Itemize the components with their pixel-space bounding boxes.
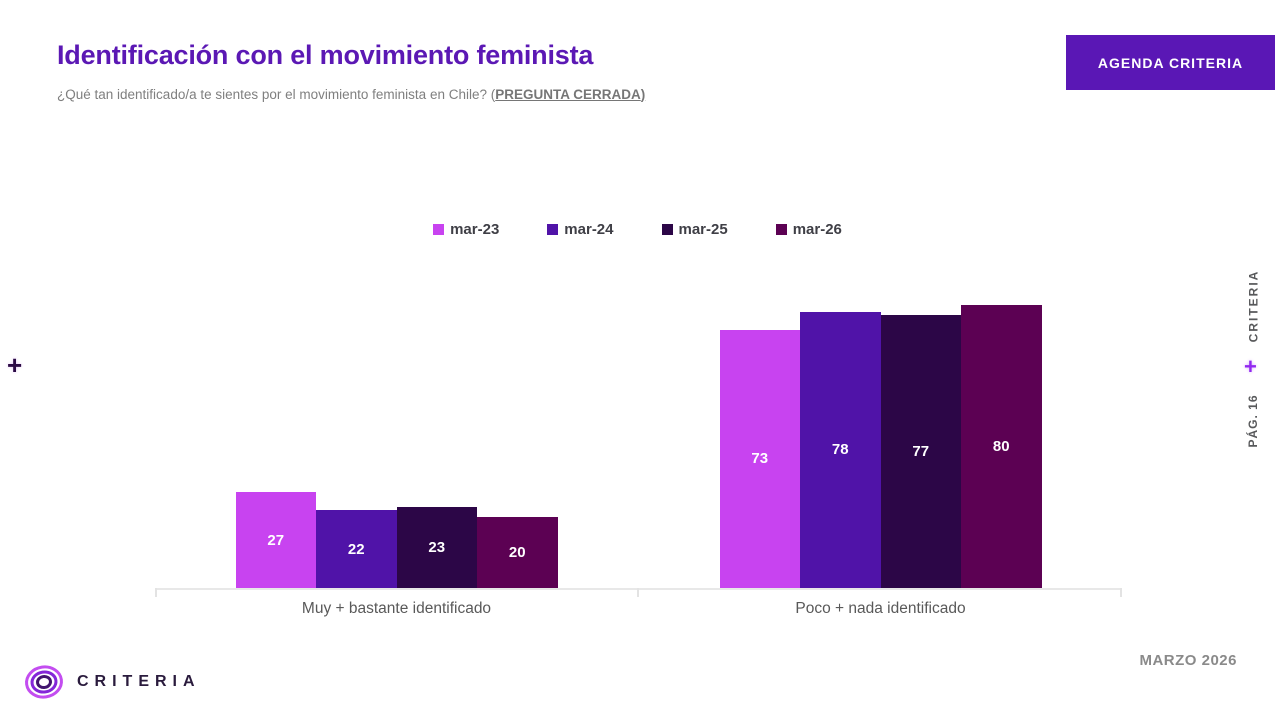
date-stamp: MARZO 2026: [1139, 652, 1237, 669]
bar-value-label: 20: [508, 544, 526, 562]
closed-question-tag: PREGUNTA CERRADA: [495, 87, 641, 102]
bar-mar23-muy: 27: [235, 492, 316, 588]
page-title: Identificación con el movimiento feminis…: [57, 40, 594, 70]
criteria-logo: CRITERIA: [24, 664, 201, 700]
decorative-plus-right-icon: +: [1244, 354, 1257, 379]
bar-value-label: 78: [831, 441, 849, 459]
bar-mar25-poco: 77: [880, 315, 961, 588]
legend-label: mar-25: [678, 221, 728, 238]
page-number-label: PÁG. 16: [1246, 394, 1260, 448]
axis-tick-right: [1120, 588, 1122, 597]
chart-legend: mar-23 mar-24 mar-25 mar-26: [0, 221, 1275, 238]
axis-tick-middle: [637, 588, 639, 597]
bar-mar26-muy: 20: [477, 517, 558, 588]
legend-label: mar-23: [450, 221, 500, 238]
legend-item-mar-23: mar-23: [433, 221, 499, 238]
bar-value-label: 22: [347, 540, 365, 558]
bar-value-label: 80: [992, 437, 1010, 455]
legend-swatch-mar-25: [661, 224, 673, 235]
bar-mar25-muy: 23: [396, 506, 477, 588]
legend-item-mar-26: mar-26: [775, 221, 842, 238]
bar-mar26-poco: 80: [961, 304, 1042, 588]
legend-swatch-mar-23: [433, 224, 445, 235]
bar-group-muy-bastante: 27 22 23 20: [155, 234, 638, 588]
bar-value-label: 77: [912, 443, 930, 461]
closed-question-paren: ): [640, 87, 646, 102]
category-label-muy-bastante: Muy + bastante identificado: [301, 600, 492, 617]
agenda-criteria-button[interactable]: AGENDA CRITERIA: [1066, 35, 1275, 90]
survey-question-text: ¿Qué tan identificado/a te sientes por e…: [57, 87, 496, 102]
legend-item-mar-24: mar-24: [547, 221, 614, 238]
decorative-plus-left-icon: +: [7, 350, 23, 380]
bar-mar24-poco: 78: [800, 311, 881, 588]
legend-swatch-mar-26: [775, 224, 787, 235]
legend-item-mar-25: mar-25: [661, 221, 728, 238]
survey-question: ¿Qué tan identificado/a te sientes por e…: [57, 87, 645, 102]
legend-label: mar-26: [792, 221, 842, 238]
bar-mar24-muy: 22: [316, 510, 397, 588]
criteria-logo-rings-icon: [25, 665, 63, 699]
criteria-logo-text: CRITERIA: [77, 673, 201, 690]
legend-label: mar-24: [564, 221, 614, 238]
bar-mar23-poco: 73: [719, 329, 800, 588]
bar-value-label: 73: [751, 450, 769, 468]
bar-chart-plot: 27 22 23 20 73 78 77 80 Muy + bastante i…: [155, 234, 1122, 617]
axis-tick-left: [155, 588, 157, 597]
bar-value-label: 23: [428, 538, 446, 556]
side-rail-brand-label: CRITERIA: [1246, 269, 1261, 343]
bar-group-poco-nada: 73 78 77 80: [639, 234, 1122, 588]
bar-value-label: 27: [267, 531, 285, 549]
category-label-poco-nada: Poco + nada identificado: [795, 600, 966, 617]
legend-swatch-mar-24: [547, 224, 559, 235]
